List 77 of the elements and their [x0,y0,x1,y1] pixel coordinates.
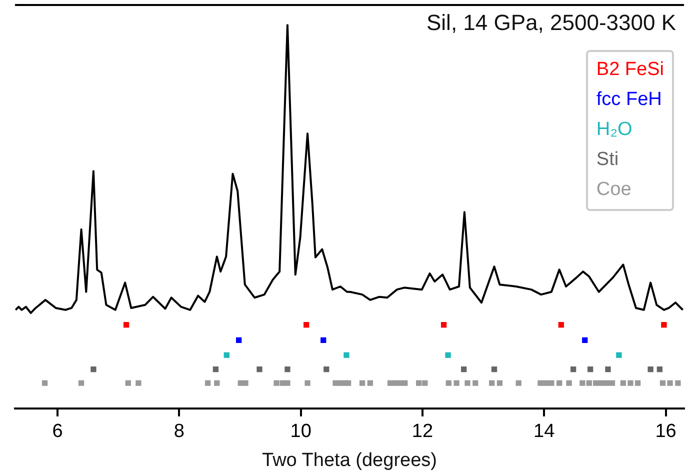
point [212,366,219,372]
point [446,380,452,386]
point [609,380,616,386]
point [236,337,242,343]
text: Coe [596,178,632,202]
text: H₂O [596,118,634,142]
point [661,322,667,328]
point [616,352,622,358]
point [620,380,626,386]
point [570,366,576,372]
point [634,380,641,386]
text: Sti [596,148,620,172]
text: fcc FeH [596,88,663,112]
point [224,352,230,358]
point [42,380,48,386]
point [605,366,611,372]
point [367,380,374,386]
point [78,380,84,386]
point [136,380,142,386]
point [204,380,211,386]
point [125,380,131,386]
point [491,366,498,372]
point [675,380,681,386]
x-tick-label: 14 [534,421,556,442]
point [445,352,451,358]
x-tick-label: 8 [174,421,184,442]
point [496,380,503,386]
point [461,366,467,372]
x-tick-label: 6 [52,421,63,442]
point [256,366,262,372]
point [556,380,562,386]
point [472,380,478,386]
point [90,366,96,372]
x-axis-title: Two Theta (degrees) [262,450,437,471]
point [582,337,588,343]
point [543,380,549,386]
point [324,366,330,372]
point [538,380,544,386]
point [422,380,428,386]
point [464,380,470,386]
point [416,380,422,386]
point [667,380,673,386]
point [558,322,564,328]
point [303,322,310,328]
point [440,322,447,328]
point [656,366,662,372]
point [648,366,654,372]
point [359,380,366,386]
point [592,380,599,386]
point [628,380,634,386]
point [586,380,592,386]
point [660,380,666,386]
text: B2 FeSi [596,58,664,82]
x-tick-label: 16 [655,421,676,442]
point [402,380,408,386]
point [214,380,220,386]
x-tick-label: 10 [290,421,312,442]
x-tick-label: 12 [412,421,434,442]
point [548,380,554,386]
point [516,380,522,386]
point [588,366,594,372]
point [123,322,130,328]
point [304,380,310,386]
point [284,366,290,372]
chart-title: Sil, 14 GPa, 2500-3300 K [426,10,676,36]
point [320,337,326,343]
point [580,380,586,386]
point [345,380,352,386]
point [274,380,280,386]
point [344,352,350,358]
point [604,380,610,386]
point [488,380,495,386]
point [598,380,604,386]
point [566,380,572,386]
point [284,380,290,386]
point [454,380,460,386]
point [242,380,248,386]
